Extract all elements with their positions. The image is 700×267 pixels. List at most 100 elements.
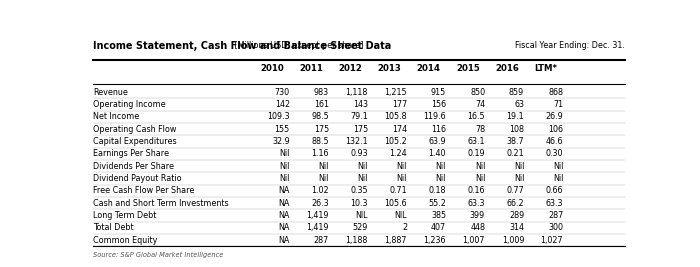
Text: 0.35: 0.35 [350, 186, 368, 195]
Text: NA: NA [279, 235, 290, 245]
Text: 0.16: 0.16 [468, 186, 485, 195]
Text: 105.8: 105.8 [384, 112, 407, 121]
Text: Nil: Nil [475, 162, 485, 171]
Text: Long Term Debt: Long Term Debt [93, 211, 156, 220]
Text: Operating Income: Operating Income [93, 100, 166, 109]
Text: 983: 983 [314, 88, 329, 97]
Text: Nil: Nil [553, 174, 564, 183]
Text: 79.1: 79.1 [350, 112, 368, 121]
Text: Nil: Nil [553, 162, 564, 171]
Text: Nil: Nil [279, 162, 290, 171]
Text: 155: 155 [274, 124, 290, 134]
Text: 1,009: 1,009 [502, 235, 524, 245]
Text: 109.3: 109.3 [267, 112, 290, 121]
Text: 529: 529 [353, 223, 368, 232]
Text: Source: S&P Global Market Intelligence: Source: S&P Global Market Intelligence [93, 252, 223, 258]
Text: 1,419: 1,419 [307, 223, 329, 232]
Text: 74: 74 [475, 100, 485, 109]
Text: 175: 175 [314, 124, 329, 134]
Text: 915: 915 [430, 88, 446, 97]
Text: NIL: NIL [356, 211, 368, 220]
Text: 2013: 2013 [378, 64, 402, 73]
Text: NA: NA [279, 199, 290, 207]
Text: 287: 287 [548, 211, 564, 220]
Text: Nil: Nil [514, 162, 524, 171]
Text: 1,236: 1,236 [424, 235, 446, 245]
Text: 1,027: 1,027 [540, 235, 564, 245]
Text: 143: 143 [353, 100, 368, 109]
Text: 2014: 2014 [416, 64, 441, 73]
Text: Nil: Nil [435, 174, 446, 183]
Text: 63.9: 63.9 [428, 137, 446, 146]
Text: Earnings Per Share: Earnings Per Share [93, 149, 169, 158]
Text: 71: 71 [553, 100, 564, 109]
Text: 132.1: 132.1 [345, 137, 368, 146]
Text: 0.93: 0.93 [350, 149, 368, 158]
Text: NIL: NIL [395, 211, 407, 220]
Text: 63.1: 63.1 [468, 137, 485, 146]
Text: Nil: Nil [397, 174, 407, 183]
Text: Nil: Nil [435, 162, 446, 171]
Text: 63: 63 [514, 100, 524, 109]
Text: Nil: Nil [358, 174, 368, 183]
Text: 868: 868 [548, 88, 564, 97]
Text: 46.6: 46.6 [546, 137, 564, 146]
Text: 38.7: 38.7 [507, 137, 524, 146]
Text: 730: 730 [274, 88, 290, 97]
Text: Nil: Nil [514, 174, 524, 183]
Text: 177: 177 [392, 100, 407, 109]
Text: Free Cash Flow Per Share: Free Cash Flow Per Share [93, 186, 195, 195]
Text: 0.77: 0.77 [507, 186, 524, 195]
Text: Nil: Nil [475, 174, 485, 183]
Text: 1,118: 1,118 [346, 88, 368, 97]
Text: LTM*: LTM* [534, 64, 557, 73]
Text: 32.9: 32.9 [272, 137, 290, 146]
Text: 2010: 2010 [260, 64, 284, 73]
Text: 55.2: 55.2 [428, 199, 446, 207]
Text: 174: 174 [392, 124, 407, 134]
Text: 105.2: 105.2 [384, 137, 407, 146]
Text: 119.6: 119.6 [424, 112, 446, 121]
Text: [Millions USD, except per share]: [Millions USD, except per share] [232, 41, 363, 50]
Text: 26.9: 26.9 [545, 112, 564, 121]
Text: 1,419: 1,419 [307, 211, 329, 220]
Text: 156: 156 [431, 100, 446, 109]
Text: Total Debt: Total Debt [93, 223, 134, 232]
Text: 289: 289 [509, 211, 524, 220]
Text: NA: NA [279, 211, 290, 220]
Text: NA: NA [279, 223, 290, 232]
Text: 0.30: 0.30 [546, 149, 564, 158]
Text: 0.66: 0.66 [546, 186, 564, 195]
Text: Nil: Nil [318, 174, 329, 183]
Text: 448: 448 [470, 223, 485, 232]
Text: 287: 287 [314, 235, 329, 245]
Text: Dividend Payout Ratio: Dividend Payout Ratio [93, 174, 181, 183]
Text: 98.5: 98.5 [312, 112, 329, 121]
Text: Operating Cash Flow: Operating Cash Flow [93, 124, 176, 134]
Text: 1,215: 1,215 [384, 88, 407, 97]
Text: Nil: Nil [279, 174, 290, 183]
Text: 10.3: 10.3 [351, 199, 368, 207]
Text: Nil: Nil [279, 149, 290, 158]
Text: 399: 399 [470, 211, 485, 220]
Text: Fiscal Year Ending: Dec. 31.: Fiscal Year Ending: Dec. 31. [514, 41, 624, 50]
Text: 1.02: 1.02 [312, 186, 329, 195]
Text: 105.6: 105.6 [384, 199, 407, 207]
Text: 175: 175 [353, 124, 368, 134]
Text: 859: 859 [509, 88, 524, 97]
Text: 2: 2 [402, 223, 407, 232]
Text: 1,007: 1,007 [463, 235, 485, 245]
Text: 116: 116 [431, 124, 446, 134]
Text: 142: 142 [274, 100, 290, 109]
Text: Nil: Nil [358, 162, 368, 171]
Text: NA: NA [279, 186, 290, 195]
Text: 106: 106 [548, 124, 564, 134]
Text: 1.40: 1.40 [428, 149, 446, 158]
Text: Nil: Nil [397, 162, 407, 171]
Text: 1.16: 1.16 [312, 149, 329, 158]
Text: 16.5: 16.5 [468, 112, 485, 121]
Text: 2012: 2012 [339, 64, 363, 73]
Text: Cash and Short Term Investments: Cash and Short Term Investments [93, 199, 228, 207]
Text: 88.5: 88.5 [312, 137, 329, 146]
Text: 1,887: 1,887 [384, 235, 407, 245]
